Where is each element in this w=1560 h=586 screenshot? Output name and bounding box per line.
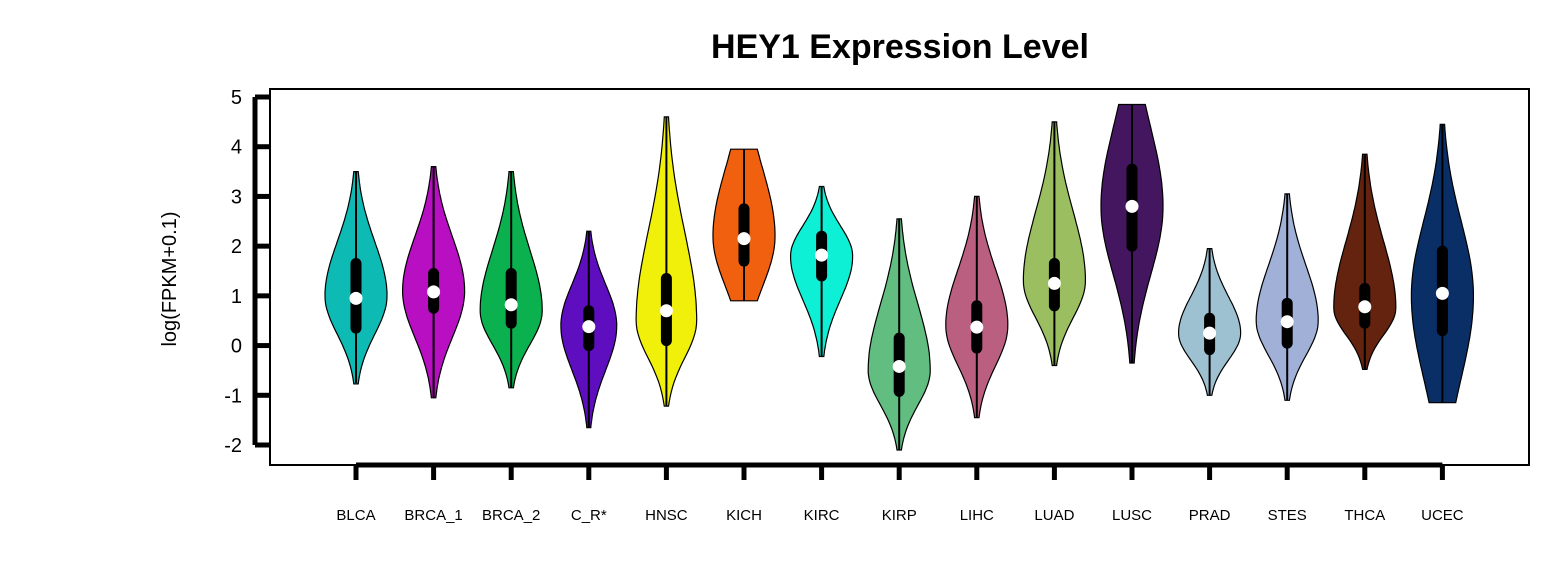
violin-median-point xyxy=(504,298,518,312)
x-tick-label: KIRP xyxy=(882,507,917,524)
violin-median-point xyxy=(1280,315,1294,329)
violin-median-point xyxy=(815,248,829,262)
x-tick-label: UCEC xyxy=(1421,507,1464,524)
x-tick-label: LUAD xyxy=(1034,507,1074,524)
violin-median-point xyxy=(737,232,751,246)
x-tick-label: BRCA_2 xyxy=(482,507,540,524)
x-tick-label: BLCA xyxy=(336,507,375,524)
x-tick-label: STES xyxy=(1268,507,1307,524)
y-tick-label: -1 xyxy=(224,385,242,407)
violin-median-point xyxy=(1435,286,1449,300)
x-tick-label: HNSC xyxy=(645,507,688,524)
y-tick-label: 0 xyxy=(231,336,242,358)
y-tick-label: 3 xyxy=(231,186,242,208)
x-tick-label: PRAD xyxy=(1189,507,1231,524)
violin-median-point xyxy=(970,320,984,334)
y-tick-label: -2 xyxy=(224,435,242,457)
x-tick-label: C_R* xyxy=(571,507,607,524)
x-tick-label: LUSC xyxy=(1112,507,1152,524)
y-tick-label: 5 xyxy=(231,87,242,109)
violin-median-point xyxy=(1125,199,1139,213)
violin-median-point xyxy=(582,320,596,334)
x-tick-label: KIRC xyxy=(804,507,840,524)
y-axis-label: log(FPKM+0.1) xyxy=(159,211,181,346)
y-tick-label: 1 xyxy=(231,286,242,308)
chart-title: HEY1 Expression Level xyxy=(711,28,1089,66)
violin-median-point xyxy=(427,285,441,299)
violin-median-point xyxy=(1203,326,1217,340)
x-axis: BLCA BRCA_1 BRCA_2 C_R* HNSC KICH KIRC KIRP LIHC… xyxy=(336,462,1464,524)
y-tick-label: 2 xyxy=(231,236,242,258)
x-tick-label: KICH xyxy=(726,507,762,524)
y-axis: -2 -1 0 1 2 3 4 5 xyxy=(224,87,270,457)
violin-median-point xyxy=(659,304,673,318)
violins xyxy=(324,103,1474,451)
violin-median-point xyxy=(349,291,363,305)
violin-median-point xyxy=(1047,276,1061,290)
x-tick-label: BRCA_1 xyxy=(404,507,462,524)
y-tick-label: 4 xyxy=(231,137,242,159)
x-tick-label: LIHC xyxy=(960,507,994,524)
x-tick-label: THCA xyxy=(1344,507,1385,524)
violin-median-point xyxy=(1358,300,1372,314)
violin-median-point xyxy=(892,359,906,373)
